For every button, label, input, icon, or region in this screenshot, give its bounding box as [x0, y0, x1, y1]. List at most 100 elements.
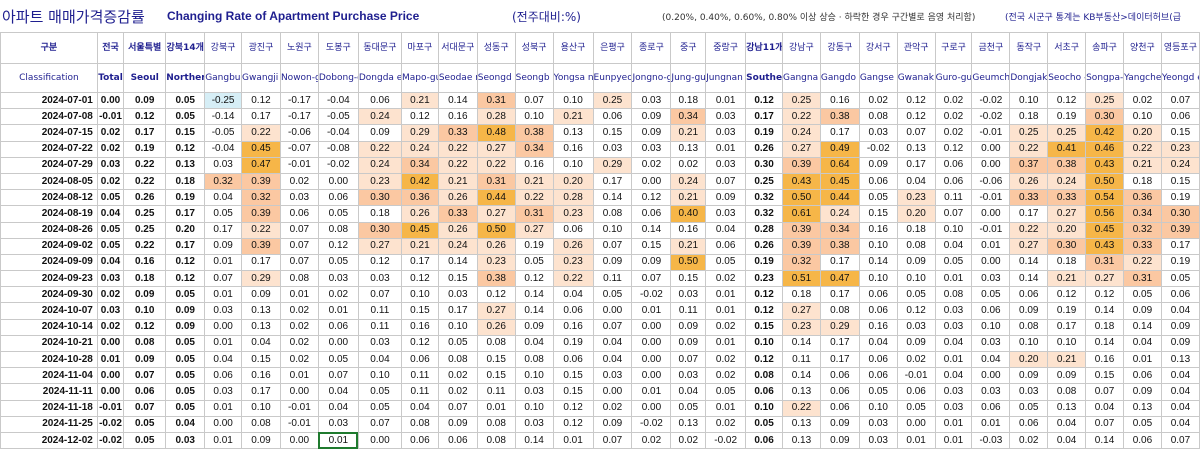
column-header-korean[interactable]: 강남11개: [745, 32, 783, 64]
data-cell[interactable]: 0.02: [437, 383, 478, 401]
data-cell[interactable]: 0.21: [670, 124, 707, 142]
data-cell[interactable]: 0.04: [971, 350, 1011, 369]
data-cell[interactable]: 0.06: [858, 286, 898, 304]
data-cell[interactable]: 0.22: [476, 156, 516, 174]
data-cell[interactable]: 0.04: [1160, 302, 1200, 320]
data-cell[interactable]: 0.17: [437, 302, 478, 320]
data-cell[interactable]: 0.08: [476, 431, 516, 449]
data-cell[interactable]: 0.12: [123, 108, 167, 126]
data-cell[interactable]: 0.03: [96, 270, 125, 288]
data-cell[interactable]: 0.31: [1122, 270, 1162, 288]
data-cell[interactable]: 0.07: [1160, 91, 1200, 110]
data-cell[interactable]: 0.12: [401, 270, 439, 288]
data-cell[interactable]: 0.20: [1009, 350, 1049, 369]
data-cell[interactable]: 0.00: [631, 334, 672, 353]
data-cell[interactable]: 0.14: [631, 221, 672, 239]
data-cell[interactable]: 0.27: [1085, 270, 1124, 288]
data-cell[interactable]: 0.27: [476, 205, 516, 223]
data-cell[interactable]: 0.05: [437, 334, 478, 353]
data-cell[interactable]: 0.05: [514, 253, 554, 272]
data-cell[interactable]: 0.17: [241, 383, 281, 401]
column-header-english[interactable]: Seocho -gu: [1047, 63, 1087, 93]
data-cell[interactable]: 0.19: [745, 253, 783, 272]
data-cell[interactable]: 0.02: [934, 91, 973, 110]
data-cell[interactable]: -0.06: [279, 124, 319, 142]
data-cell[interactable]: 0.02: [279, 350, 319, 369]
row-date-cell[interactable]: 2024-09-23: [0, 270, 98, 288]
data-cell[interactable]: 0.09: [514, 318, 554, 336]
data-cell[interactable]: 0.06: [858, 350, 898, 369]
column-header-english[interactable]: Guro-gu: [934, 63, 973, 93]
data-cell[interactable]: 0.02: [1122, 91, 1162, 110]
data-cell[interactable]: 0.24: [401, 140, 439, 158]
data-cell[interactable]: 0.29: [401, 124, 439, 142]
data-cell[interactable]: 0.25: [1047, 124, 1087, 142]
row-date-cell[interactable]: 2024-07-29: [0, 156, 98, 174]
row-date-cell[interactable]: 2024-12-02: [0, 431, 98, 449]
data-cell[interactable]: 0.09: [123, 286, 167, 304]
column-header-english[interactable]: Norther n seoul: [165, 63, 206, 93]
data-cell[interactable]: 0.17: [896, 156, 936, 174]
data-cell[interactable]: 0.20: [165, 221, 206, 239]
data-cell[interactable]: 0.21: [670, 237, 707, 255]
row-date-cell[interactable]: 2024-08-26: [0, 221, 98, 239]
data-cell[interactable]: 0.19: [165, 189, 206, 207]
data-cell[interactable]: 0.06: [357, 91, 403, 110]
data-cell[interactable]: 0.00: [592, 383, 633, 401]
data-cell[interactable]: 0.14: [858, 253, 898, 272]
data-cell[interactable]: 0.10: [514, 367, 554, 385]
data-cell[interactable]: 0.30: [1160, 205, 1200, 223]
data-cell[interactable]: 0.05: [204, 205, 243, 223]
data-cell[interactable]: 0.08: [123, 334, 167, 353]
data-cell[interactable]: 0.17: [165, 237, 206, 255]
data-cell[interactable]: -0.01: [971, 124, 1011, 142]
data-cell[interactable]: 0.14: [1122, 318, 1162, 336]
data-cell[interactable]: 0.33: [1009, 189, 1049, 207]
data-cell[interactable]: 0.10: [552, 91, 594, 110]
column-header-english[interactable]: Dongjak -gu: [1009, 63, 1049, 93]
data-cell[interactable]: 0.05: [1122, 415, 1162, 433]
column-header-korean[interactable]: 서울특별: [123, 32, 167, 64]
data-cell[interactable]: 0.18: [781, 286, 821, 304]
data-cell[interactable]: 0.06: [858, 172, 898, 191]
data-cell[interactable]: 0.05: [1122, 286, 1162, 304]
data-cell[interactable]: 0.03: [858, 124, 898, 142]
data-cell[interactable]: 0.02: [96, 318, 125, 336]
data-cell[interactable]: 0.09: [670, 334, 707, 353]
data-cell[interactable]: 0.07: [279, 221, 319, 239]
data-cell[interactable]: 0.18: [165, 172, 206, 191]
column-header-korean[interactable]: 마포구: [401, 32, 439, 64]
data-cell[interactable]: 0.01: [934, 415, 973, 433]
data-cell[interactable]: 0.04: [241, 334, 281, 353]
data-cell[interactable]: 0.18: [1009, 108, 1049, 126]
data-cell[interactable]: 0.04: [1047, 415, 1087, 433]
data-cell[interactable]: 0.01: [631, 302, 672, 320]
data-cell[interactable]: 0.21: [401, 91, 439, 110]
data-cell[interactable]: 0.17: [1160, 237, 1200, 255]
data-cell[interactable]: 0.18: [123, 270, 167, 288]
data-cell[interactable]: 0.14: [1085, 302, 1124, 320]
data-cell[interactable]: 0.07: [670, 350, 707, 369]
column-header-english[interactable]: Total: [96, 63, 125, 93]
data-cell[interactable]: 0.02: [96, 124, 125, 142]
data-cell[interactable]: 0.21: [552, 108, 594, 126]
data-cell[interactable]: 0.04: [934, 237, 973, 255]
row-date-cell[interactable]: 2024-10-21: [0, 334, 98, 353]
data-cell[interactable]: 0.30: [357, 221, 403, 239]
data-cell[interactable]: 0.39: [781, 156, 821, 174]
data-cell[interactable]: 0.12: [514, 270, 554, 288]
data-cell[interactable]: 0.39: [241, 205, 281, 223]
data-cell[interactable]: 0.03: [514, 383, 554, 401]
data-cell[interactable]: 0.07: [123, 367, 167, 385]
row-date-cell[interactable]: 2024-08-19: [0, 205, 98, 223]
data-cell[interactable]: 0.07: [514, 91, 554, 110]
data-cell[interactable]: 0.32: [1122, 221, 1162, 239]
data-cell[interactable]: 0.48: [476, 124, 516, 142]
data-cell[interactable]: 0.10: [1047, 334, 1087, 353]
data-cell[interactable]: 0.13: [781, 431, 821, 449]
data-cell[interactable]: 0.07: [437, 399, 478, 417]
data-cell[interactable]: -0.05: [317, 108, 359, 126]
data-cell[interactable]: 0.27: [357, 237, 403, 255]
data-cell[interactable]: 0.09: [123, 350, 167, 369]
data-cell[interactable]: 0.08: [858, 108, 898, 126]
